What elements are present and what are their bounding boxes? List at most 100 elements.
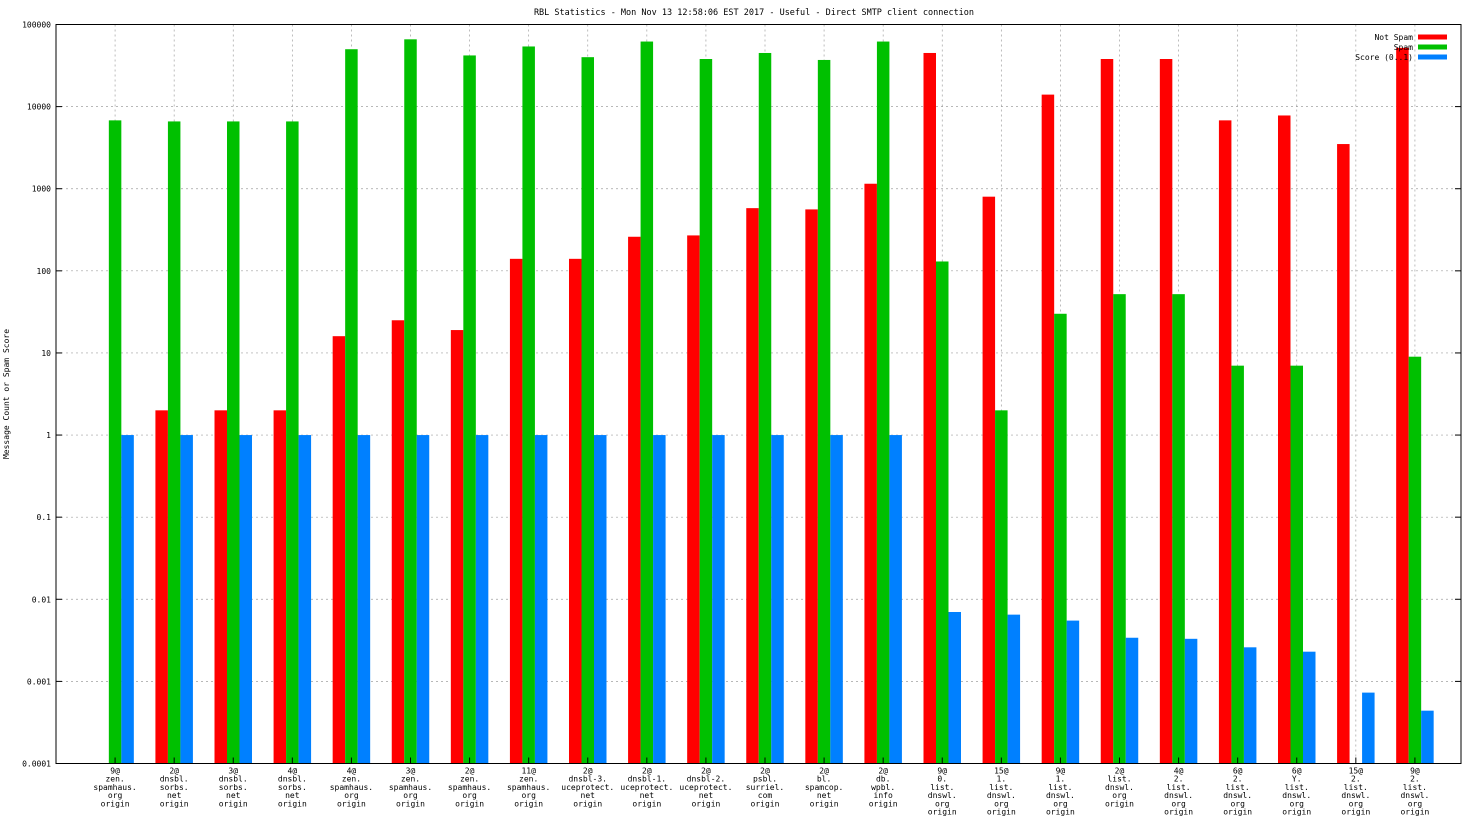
bar-score-0-1 <box>357 435 371 764</box>
x-tick-label: 6@ Y. list. dnswl. org origin <box>1282 767 1311 817</box>
x-tick-label: 4@ 2. list. dnswl. org origin <box>1164 767 1193 817</box>
bar-not-spam <box>568 258 582 764</box>
bar-not-spam <box>923 52 936 764</box>
bar-score-0-1 <box>121 435 134 764</box>
y-tick-label: 0.0001 <box>22 760 51 769</box>
y-tick-label: 0.001 <box>27 677 51 686</box>
y-tick-label: 100 <box>37 267 52 276</box>
legend-label: Score (0..1) <box>1355 53 1413 62</box>
x-tick-label: 2@ zen. spamhaus. org origin <box>448 767 491 809</box>
y-axis-label: Message Count or Spam Score <box>2 329 11 459</box>
bar-score-0-1 <box>1066 620 1080 764</box>
bar-spam <box>1290 365 1303 764</box>
bar-not-spam <box>509 258 523 764</box>
bar-not-spam <box>864 183 877 764</box>
bar-not-spam <box>214 410 227 764</box>
bar-not-spam <box>1396 47 1409 764</box>
bar-spam <box>995 410 1008 764</box>
bar-spam <box>345 49 358 764</box>
plot-frame <box>55 24 1462 764</box>
bar-not-spam <box>687 235 700 764</box>
x-tick-label: 15@ 2. list. dnswl. org origin <box>1341 767 1370 817</box>
x-tick-label: 3@ dnsbl. sorbs. net origin <box>219 767 248 809</box>
bar-not-spam <box>1041 94 1055 764</box>
y-tick-label: 0.1 <box>37 513 52 522</box>
bar-score-0-1 <box>239 435 252 764</box>
x-tick-label: 2@ dnsbl-2. uceprotect. net origin <box>679 767 732 809</box>
bar-spam <box>699 59 713 764</box>
bar-score-0-1 <box>298 435 312 764</box>
bar-score-0-1 <box>416 435 430 764</box>
bar-not-spam <box>273 410 287 764</box>
bar-score-0-1 <box>771 435 784 764</box>
bar-score-0-1 <box>475 435 489 764</box>
x-tick-label: 2@ db. wpbl. info origin <box>869 767 898 809</box>
bar-not-spam <box>1100 59 1114 764</box>
x-tick-label: 15@ 1. list. dnswl. org origin <box>987 767 1016 817</box>
bar-not-spam <box>1277 115 1291 764</box>
y-tick-label: 10 <box>41 349 51 358</box>
y-tick-label: 0.01 <box>32 595 51 604</box>
chart-title: RBL Statistics - Mon Nov 13 12:58:06 EST… <box>534 8 974 18</box>
bar-score-0-1 <box>1302 651 1316 764</box>
x-tick-label: 2@ dnsbl. sorbs. net origin <box>160 767 189 809</box>
bar-spam <box>108 120 122 764</box>
bar-score-0-1 <box>712 435 725 764</box>
bar-spam <box>758 52 772 764</box>
bar-spam <box>876 41 890 764</box>
x-tick-label: 11@ zen. spamhaus. org origin <box>507 767 550 809</box>
x-tick-label: 2@ bl. spamcop. net origin <box>805 767 844 809</box>
bar-not-spam <box>155 410 168 764</box>
x-tick-label: 4@ dnsbl. sorbs. net origin <box>278 767 307 809</box>
bar-spam <box>1113 294 1126 764</box>
x-tick-label: 6@ 2. list. dnswl. org origin <box>1223 767 1252 817</box>
legend-swatch <box>1418 34 1447 40</box>
y-tick-label: 100000 <box>22 21 51 30</box>
bar-score-0-1 <box>1243 647 1257 764</box>
bar-spam <box>1408 356 1422 764</box>
x-tick-label: 4@ zen. spamhaus. org origin <box>330 767 373 809</box>
legend-label: Not Spam <box>1374 33 1413 42</box>
bar-spam <box>1172 294 1185 764</box>
legend-label: Spam <box>1394 43 1413 52</box>
bar-not-spam <box>1159 59 1173 764</box>
x-tick-label: 2@ dnsbl-3. uceprotect. net origin <box>561 767 614 809</box>
x-tick-label: 9@ 1. list. dnswl. org origin <box>1046 767 1075 817</box>
bar-spam <box>935 261 949 764</box>
bar-spam <box>167 121 181 764</box>
y-axis-ticks: 0.0001 0.001 0.01 0.1 1 10 100 1000 10000 100000 <box>22 21 1461 769</box>
bar-score-0-1 <box>1362 692 1375 764</box>
bar-not-spam <box>805 209 818 764</box>
x-tick-label: 9@ 2. list. dnswl. org origin <box>1400 767 1429 817</box>
bar-spam <box>1231 365 1244 764</box>
bars <box>108 39 1434 764</box>
y-tick-label: 10000 <box>27 103 51 112</box>
x-tick-label: 9@ zen. spamhaus. org origin <box>93 767 136 809</box>
bar-score-0-1 <box>593 435 607 764</box>
bar-spam <box>463 55 476 764</box>
bar-spam <box>1054 313 1067 764</box>
y-tick-label: 1 <box>46 431 51 440</box>
bar-spam <box>404 39 417 764</box>
bar-not-spam <box>628 236 641 764</box>
x-tick-label: 9@ 0. list. dnswl. org origin <box>928 767 957 817</box>
bar-score-0-1 <box>1184 638 1198 764</box>
bar-score-0-1 <box>948 611 961 764</box>
bar-spam <box>640 41 654 764</box>
bar-score-0-1 <box>180 435 193 764</box>
bar-score-0-1 <box>1007 614 1021 764</box>
x-tick-label: 2@ list. dnswl. org origin <box>1105 767 1134 809</box>
x-tick-label: 2@ dnsbl-1. uceprotect. net origin <box>620 767 673 809</box>
bar-not-spam <box>1337 144 1350 764</box>
bar-spam <box>286 121 299 764</box>
bar-score-0-1 <box>653 435 666 764</box>
bar-not-spam <box>982 196 996 764</box>
bar-spam <box>817 59 831 764</box>
x-tick-label: 2@ psbl. surriel. com origin <box>746 767 785 809</box>
bar-spam <box>581 57 594 764</box>
bar-spam <box>226 121 240 764</box>
bar-not-spam <box>1218 120 1232 764</box>
bar-score-0-1 <box>830 435 843 764</box>
